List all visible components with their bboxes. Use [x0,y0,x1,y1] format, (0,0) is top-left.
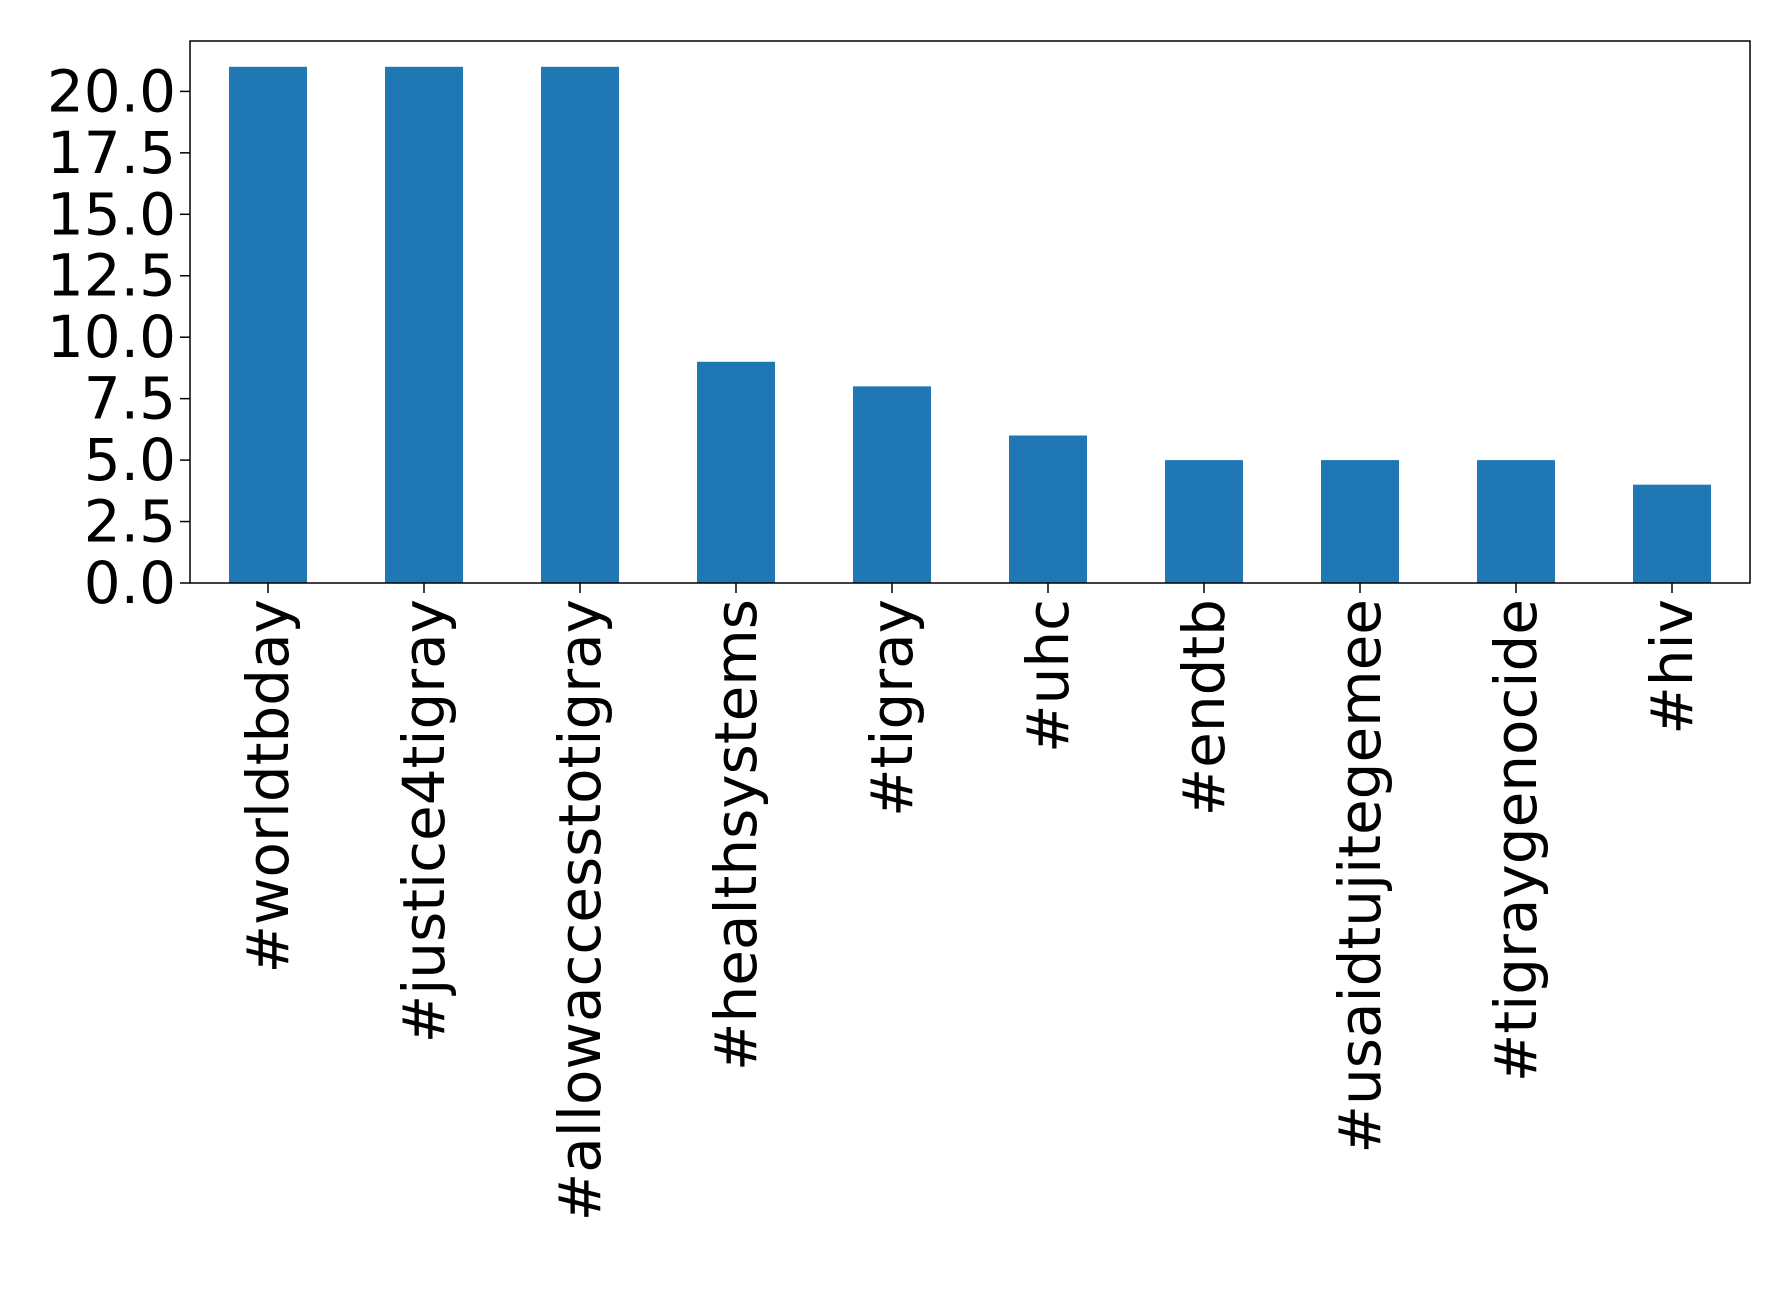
bar [1165,460,1243,583]
y-tick-label: 17.5 [47,119,176,187]
y-tick-label: 0.0 [84,549,176,617]
x-tick-label: #allowaccesstotigray [546,599,614,1221]
y-axis: 0.02.55.07.510.012.515.017.520.0 [47,57,190,617]
bar [229,66,307,584]
bars-group [229,66,1711,584]
bar [1477,460,1555,583]
y-tick-label: 7.5 [84,365,176,433]
x-tick-label: #uhc [1014,599,1082,753]
x-axis: #worldtbday #justice4tigray #allowaccessto… [234,583,1706,1221]
x-tick-label: #justice4tigray [390,599,458,1043]
bar [853,386,931,583]
y-tick-label: 2.5 [84,488,176,556]
y-tick-label: 12.5 [47,242,176,310]
bar [1009,435,1087,583]
x-tick-label: #hiv [1638,599,1706,735]
x-tick-label: #endtb [1170,599,1238,816]
y-tick-label: 20.0 [47,57,176,125]
bar [1321,460,1399,583]
y-tick-label: 5.0 [84,426,176,494]
x-tick-label: #healthsystems [702,599,770,1071]
y-tick-label: 15.0 [47,180,176,248]
y-tick-label: 10.0 [47,303,176,371]
x-tick-label: #tigray [858,599,926,817]
x-tick-label: #tigraygenocide [1482,599,1550,1082]
x-tick-label: #worldtbday [234,599,302,974]
bar [385,66,463,584]
bar [1633,484,1711,583]
bar [697,361,775,583]
plot-frame [189,40,1751,584]
x-tick-label: #usaidtujitegemee [1326,599,1394,1154]
bar [541,66,619,584]
